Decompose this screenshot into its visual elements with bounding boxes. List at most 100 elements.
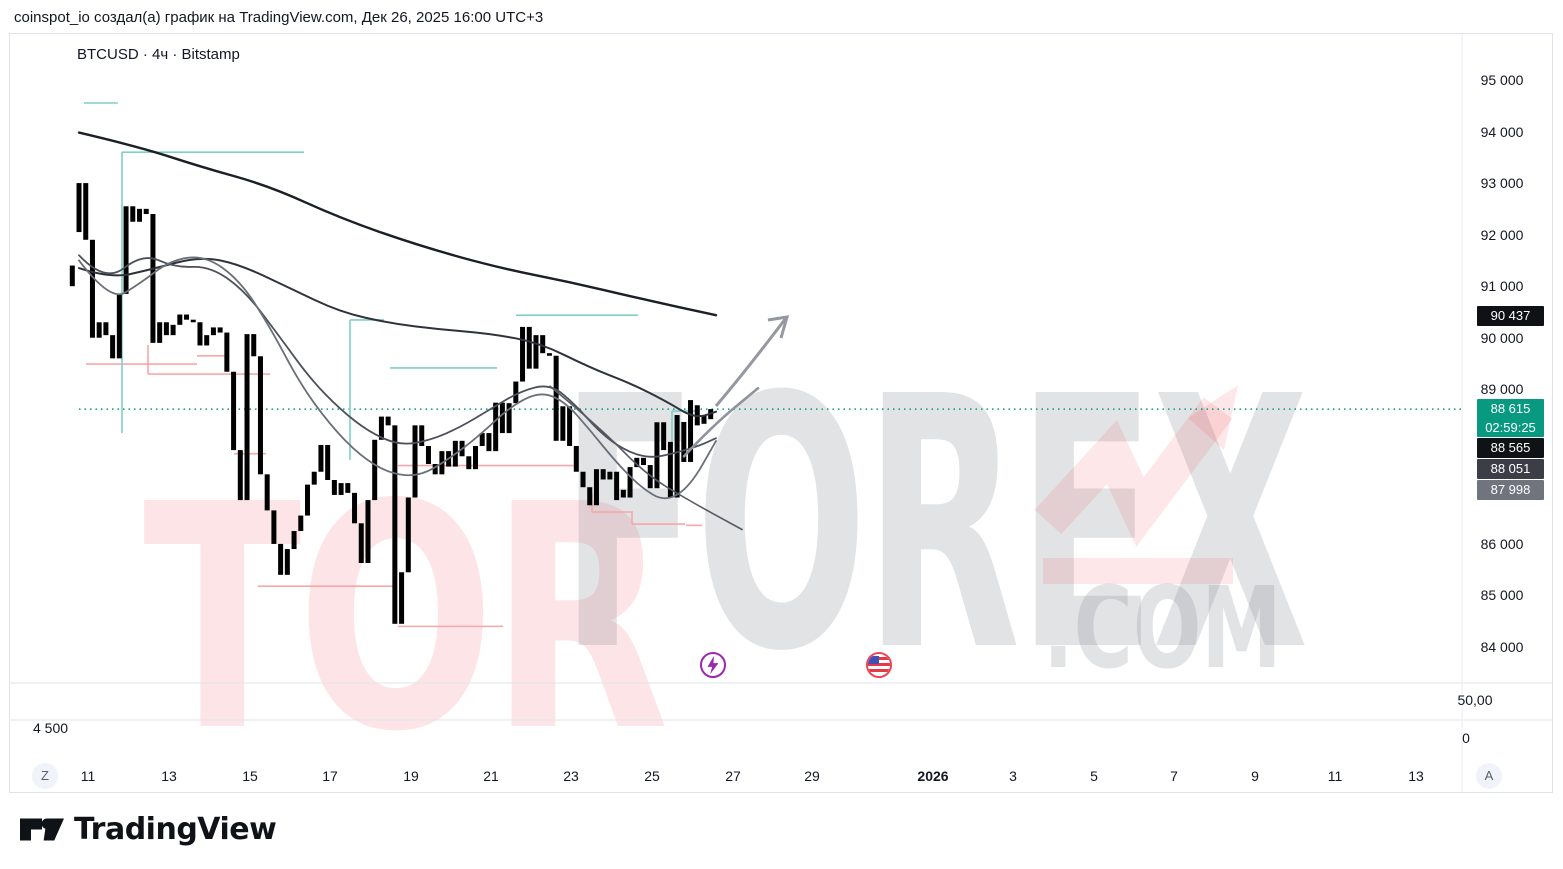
symbol-legend[interactable]: BTCUSD · 4ч · Bitstamp xyxy=(77,46,240,63)
tradingview-logo-text: TradingView xyxy=(74,812,277,847)
time-axis-label: 7 xyxy=(1170,768,1178,784)
candle-body xyxy=(224,332,230,372)
indicator-pane-value: 50,00 xyxy=(1457,692,1493,708)
ma-extra-down xyxy=(549,385,743,531)
countdown-timer: 02:59:25 xyxy=(1485,420,1536,435)
flag-stripe xyxy=(868,663,890,666)
projection-arrowhead xyxy=(767,315,790,339)
candle-body xyxy=(284,549,290,575)
candle-body xyxy=(520,326,526,382)
candle-body xyxy=(231,371,237,451)
candle-body xyxy=(372,439,378,501)
candle-body xyxy=(76,183,82,233)
ma-fast-light xyxy=(78,256,717,500)
candle-body xyxy=(311,471,317,485)
swing-high-lines xyxy=(84,102,697,460)
candle-body xyxy=(499,402,505,434)
candle-body xyxy=(392,425,398,624)
candle-body xyxy=(593,469,599,506)
lightning-event-icon[interactable] xyxy=(700,652,726,678)
candle-body xyxy=(654,422,660,489)
candle-body xyxy=(573,445,579,472)
candle-body xyxy=(177,314,183,325)
time-axis-label: 5 xyxy=(1090,768,1098,784)
candle-body xyxy=(184,314,190,320)
scroll-left-button[interactable]: Z xyxy=(32,763,58,789)
candle-body xyxy=(271,510,277,544)
candle-body xyxy=(352,492,358,524)
candle-body xyxy=(318,444,324,472)
us-flag-event-icon[interactable] xyxy=(866,652,892,678)
projection-arrow xyxy=(714,317,788,407)
candle-body xyxy=(533,335,539,369)
price-axis-label: 94 000 xyxy=(1480,123,1524,140)
candle-body xyxy=(197,322,203,346)
candle-body xyxy=(123,206,129,294)
chart-card xyxy=(9,33,1553,793)
candle-body xyxy=(399,572,405,624)
price-axis-label: 86 000 xyxy=(1480,535,1524,552)
watermark-arrowhead xyxy=(1188,385,1238,450)
candle-body xyxy=(89,239,95,338)
ma-badge-1-value: 90 437 xyxy=(1490,308,1531,323)
price-axis-label: 84 000 xyxy=(1480,639,1524,655)
ma-badge-3-value: 88 051 xyxy=(1490,461,1531,476)
time-axis-label: 17 xyxy=(322,768,338,784)
price-axis-label: 91 000 xyxy=(1480,278,1524,295)
price-axis-label: 85 000 xyxy=(1480,587,1524,604)
auto-scale-button[interactable]: A xyxy=(1476,763,1502,789)
time-axis-label: 15 xyxy=(242,768,258,784)
candle-body xyxy=(257,356,263,475)
candle-body xyxy=(103,322,109,336)
time-axis-label: 11 xyxy=(80,768,96,784)
tradingview-logo[interactable]: TradingView xyxy=(20,812,277,847)
candle-body xyxy=(143,208,149,215)
candle-body xyxy=(425,445,431,465)
candle-body xyxy=(298,515,304,532)
ma-badge-4: 87 998 xyxy=(1477,480,1544,500)
candle-body xyxy=(96,322,102,338)
time-axis-label: 21 xyxy=(483,768,499,784)
candle-body xyxy=(385,416,391,426)
candle-body xyxy=(667,441,673,498)
candle-body xyxy=(546,353,552,356)
candle-body xyxy=(278,543,284,575)
candle-body xyxy=(681,422,687,462)
candle-body xyxy=(600,469,606,480)
candle-body xyxy=(358,523,364,563)
candle-body xyxy=(69,265,75,287)
candle-body xyxy=(473,445,478,470)
candle-body xyxy=(204,335,210,346)
candle-body xyxy=(331,479,337,495)
candle-body xyxy=(83,183,89,240)
candle-body xyxy=(150,214,156,343)
time-axis-label: 27 xyxy=(725,768,741,784)
time-axis-label: 29 xyxy=(804,768,820,784)
candle-body xyxy=(526,326,532,369)
flag-canton xyxy=(868,656,879,664)
candle-body xyxy=(412,425,418,498)
candles-layer xyxy=(69,183,714,624)
time-axis-label: 19 xyxy=(403,768,419,784)
time-axis-label: 25 xyxy=(644,768,660,784)
snapshot-title: coinspot_io создал(а) график на TradingV… xyxy=(14,9,544,26)
candle-body xyxy=(607,471,613,480)
candle-body xyxy=(419,425,425,446)
lightning-bolt-glyph xyxy=(707,655,719,675)
candle-body xyxy=(641,457,646,466)
current-price-badge-value: 88 615 xyxy=(1490,401,1531,416)
candle-body xyxy=(627,467,633,498)
candle-body xyxy=(674,415,680,498)
price-axis-label: 95 000 xyxy=(1480,72,1524,88)
candle-body xyxy=(634,457,640,468)
tradingview-logo-icon xyxy=(20,818,64,841)
candle-body xyxy=(580,471,586,488)
current-price-badge: 88 615 02:59:25 xyxy=(1477,399,1544,437)
candle-body xyxy=(486,433,492,452)
candle-body xyxy=(251,334,257,357)
watermark-zigzag-arrow xyxy=(1034,397,1233,547)
candle-body xyxy=(110,335,116,359)
